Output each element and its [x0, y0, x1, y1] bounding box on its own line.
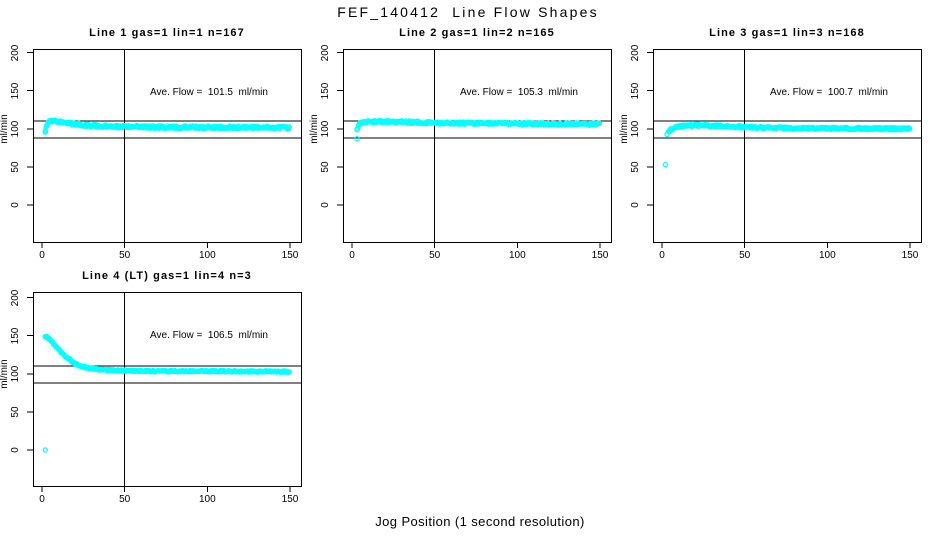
y-tick-label: 50 [630, 161, 641, 173]
y-ticks [27, 52, 33, 206]
plot-box [33, 292, 302, 487]
outlier-point [42, 129, 49, 135]
panel-title: Line 1 gas=1 lin=1 n=167 [89, 27, 245, 39]
y-tick-label: 100 [10, 120, 21, 138]
panel-3 [647, 49, 922, 248]
panel-title: Line 4 (LT) gas=1 lin=4 n=3 [82, 270, 252, 282]
x-tick-label: 100 [198, 494, 216, 505]
x-tick-label: 50 [119, 250, 131, 261]
y-tick-label: 100 [320, 120, 331, 138]
data-points [662, 121, 913, 168]
x-tick-label: 50 [739, 250, 751, 261]
panel-4 [27, 292, 302, 492]
axes-and-reference-lines [337, 49, 611, 248]
data-points [354, 117, 603, 142]
plot-box [653, 49, 922, 243]
axes-and-reference-lines [27, 49, 301, 248]
y-axis-label: ml/min [0, 359, 10, 389]
y-tick-label: 200 [10, 289, 21, 306]
y-tick-label: 100 [10, 365, 21, 383]
x-tick-label: 0 [349, 250, 355, 261]
y-axis-label: ml/min [0, 114, 10, 144]
y-tick-label: 0 [630, 202, 641, 208]
y-tick-label: 150 [10, 327, 21, 345]
panel-1 [27, 49, 302, 248]
x-tick-label: 100 [818, 250, 836, 261]
y-tick-label: 0 [10, 202, 21, 208]
y-tick-label: 50 [320, 161, 331, 173]
axes-and-reference-lines [647, 49, 921, 248]
ave-flow-annotation: Ave. Flow = 100.7 ml/min [770, 87, 888, 98]
y-tick-label: 50 [10, 161, 21, 173]
y-tick-label: 200 [320, 44, 331, 61]
y-tick-label: 0 [320, 202, 331, 208]
y-tick-label: 150 [10, 82, 21, 100]
x-tick-label: 150 [281, 494, 299, 505]
x-tick-label: 150 [591, 250, 609, 261]
x-tick-label: 0 [659, 250, 665, 261]
ave-flow-annotation: Ave. Flow = 106.5 ml/min [150, 330, 268, 341]
y-tick-label: 100 [630, 120, 641, 138]
x-tick-label: 150 [901, 250, 919, 261]
axes-and-reference-lines [27, 292, 301, 492]
main-title: FEF_140412 Line Flow Shapes [337, 4, 599, 20]
y-tick-label: 150 [630, 82, 641, 100]
ave-flow-annotation: Ave. Flow = 105.3 ml/min [460, 87, 578, 98]
plot-box [33, 49, 302, 243]
outlier-point [662, 161, 669, 168]
x-tick-label: 150 [281, 250, 299, 261]
x-axis-label: Jog Position (1 second resolution) [375, 514, 585, 529]
y-ticks [337, 52, 343, 206]
plot-box [343, 49, 612, 243]
panel-title: Line 3 gas=1 lin=3 n=168 [709, 27, 865, 39]
y-axis-label: ml/min [309, 114, 320, 144]
y-ticks [647, 52, 653, 206]
y-tick-label: 150 [320, 82, 331, 100]
outlier-point [664, 131, 670, 138]
outlier-point [354, 135, 360, 142]
y-axis-label: ml/min [619, 114, 630, 144]
ave-flow-annotation: Ave. Flow = 101.5 ml/min [150, 87, 268, 98]
y-tick-label: 200 [10, 44, 21, 61]
x-tick-label: 100 [508, 250, 526, 261]
panel-2 [337, 49, 612, 248]
y-tick-label: 0 [10, 447, 21, 453]
panel-title: Line 2 gas=1 lin=2 n=165 [399, 27, 555, 39]
data-points [42, 333, 292, 453]
x-tick-label: 100 [198, 250, 216, 261]
data-points [42, 117, 292, 135]
x-tick-label: 0 [39, 494, 45, 505]
y-tick-label: 50 [10, 406, 21, 418]
x-tick-label: 50 [119, 494, 131, 505]
outlier-point [42, 447, 49, 453]
y-tick-label: 200 [630, 44, 641, 61]
x-tick-label: 50 [429, 250, 441, 261]
y-ticks [27, 297, 33, 451]
x-tick-label: 0 [39, 250, 45, 261]
